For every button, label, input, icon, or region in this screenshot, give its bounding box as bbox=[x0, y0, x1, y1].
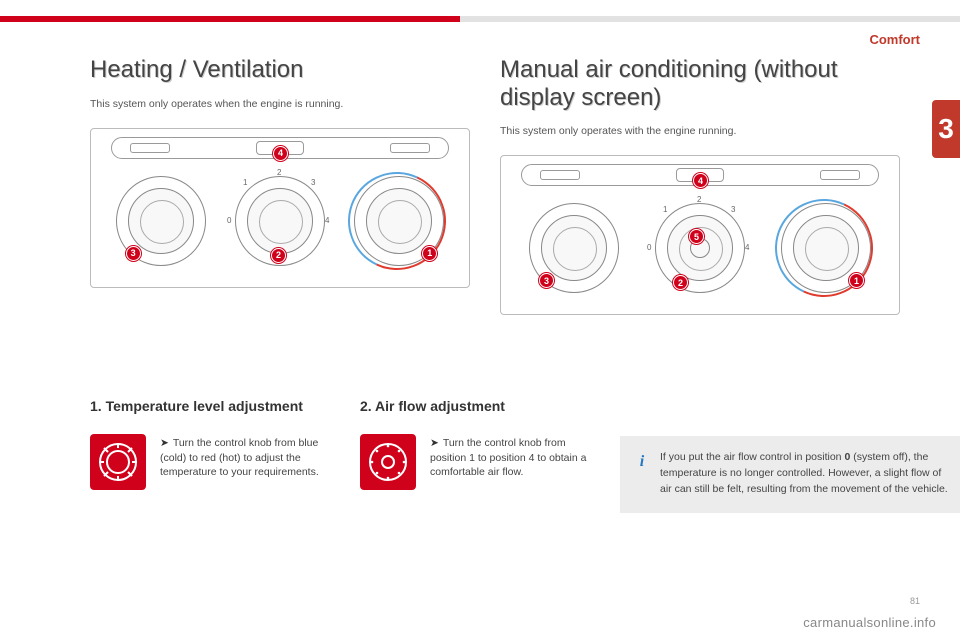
tick-0: 0 bbox=[647, 243, 651, 252]
air-distribution-dial: 3 bbox=[106, 170, 216, 280]
section1-text: ➤Turn the control knob from blue (cold) … bbox=[160, 434, 340, 490]
recirc-slot-icon bbox=[390, 143, 430, 153]
aircon-diagram: 4 3 0 1 2 3 4 5 2 bbox=[500, 155, 900, 315]
dial-row: 3 0 1 2 3 4 5 2 1 bbox=[511, 196, 889, 308]
fan-speed-dial: 0 1 2 3 4 2 bbox=[225, 170, 335, 280]
bullet-arrow-icon: ➤ bbox=[430, 436, 439, 451]
callout-4: 4 bbox=[273, 146, 288, 161]
heating-title: Heating / Ventilation bbox=[90, 56, 470, 84]
center-switch-icon: 4 bbox=[676, 168, 724, 182]
aircon-title: Manual air conditioning (without display… bbox=[500, 56, 900, 111]
tick-4: 4 bbox=[325, 216, 329, 225]
fan-knob-icon bbox=[360, 434, 416, 490]
heating-subtitle: This system only operates when the engin… bbox=[90, 98, 470, 110]
col-heating: Heating / Ventilation This system only o… bbox=[90, 56, 470, 288]
bullet-arrow-icon: ➤ bbox=[160, 436, 169, 451]
info-text-a: If you put the air flow control in posit… bbox=[660, 451, 844, 463]
top-rule bbox=[0, 16, 960, 22]
vent-strip-icon: 4 bbox=[521, 164, 879, 186]
dial-row: 3 0 1 2 3 4 2 1 bbox=[101, 169, 459, 281]
tick-3: 3 bbox=[731, 205, 735, 214]
tick-2: 2 bbox=[277, 168, 281, 177]
dial-knob-icon bbox=[247, 188, 313, 254]
recirc-slot-icon bbox=[820, 170, 860, 180]
callout-4: 4 bbox=[693, 173, 708, 188]
chapter-tab: 3 bbox=[932, 100, 960, 158]
heating-diagram: 4 3 0 1 2 3 4 2 bbox=[90, 128, 470, 288]
watermark: carmanualsonline.info bbox=[803, 615, 936, 630]
callout-3: 3 bbox=[126, 246, 141, 261]
callout-2: 2 bbox=[271, 248, 286, 263]
section-temperature: 1. Temperature level adjustment bbox=[90, 398, 340, 490]
temperature-knob-icon bbox=[90, 434, 146, 490]
air-distribution-dial: 3 bbox=[519, 197, 629, 307]
section2-body: Turn the control knob from position 1 to… bbox=[430, 437, 586, 478]
step-block: ➤Turn the control knob from position 1 t… bbox=[360, 434, 600, 490]
tick-1: 1 bbox=[663, 205, 667, 214]
dial-knob-icon bbox=[793, 215, 859, 281]
tick-1: 1 bbox=[243, 178, 247, 187]
info-icon: i bbox=[634, 450, 650, 466]
dial-knob-icon bbox=[366, 188, 432, 254]
dial-knob-icon bbox=[667, 215, 733, 281]
aircon-subtitle: This system only operates with the engin… bbox=[500, 125, 900, 137]
step-block: ➤Turn the control knob from blue (cold) … bbox=[90, 434, 340, 490]
section-label: Comfort bbox=[869, 32, 920, 47]
defrost-slot-icon bbox=[540, 170, 580, 180]
tick-4: 4 bbox=[745, 243, 749, 252]
dial-knob-icon bbox=[541, 215, 607, 281]
top-rule-grey bbox=[460, 16, 960, 22]
callout-1: 1 bbox=[422, 246, 437, 261]
section2-heading: 2. Air flow adjustment bbox=[360, 398, 600, 414]
temperature-dial: 1 bbox=[771, 197, 881, 307]
page-number: 81 bbox=[910, 596, 920, 606]
top-rule-red bbox=[0, 16, 460, 22]
temperature-dial: 1 bbox=[344, 170, 454, 280]
defrost-slot-icon bbox=[130, 143, 170, 153]
section1-heading: 1. Temperature level adjustment bbox=[90, 398, 340, 414]
section-airflow: 2. Air flow adjustment ➤Turn the control… bbox=[360, 398, 600, 490]
fan-speed-dial: 0 1 2 3 4 5 2 bbox=[645, 197, 755, 307]
callout-1: 1 bbox=[849, 273, 864, 288]
center-switch-icon: 4 bbox=[256, 141, 304, 155]
dial-knob-icon bbox=[128, 188, 194, 254]
col-aircon: Manual air conditioning (without display… bbox=[500, 56, 900, 315]
tick-2: 2 bbox=[697, 195, 701, 204]
tick-3: 3 bbox=[311, 178, 315, 187]
tick-0: 0 bbox=[227, 216, 231, 225]
info-box: i If you put the air flow control in pos… bbox=[620, 436, 960, 513]
section1-body: Turn the control knob from blue (cold) t… bbox=[160, 437, 319, 478]
vent-strip-icon: 4 bbox=[111, 137, 449, 159]
section2-text: ➤Turn the control knob from position 1 t… bbox=[430, 434, 600, 490]
